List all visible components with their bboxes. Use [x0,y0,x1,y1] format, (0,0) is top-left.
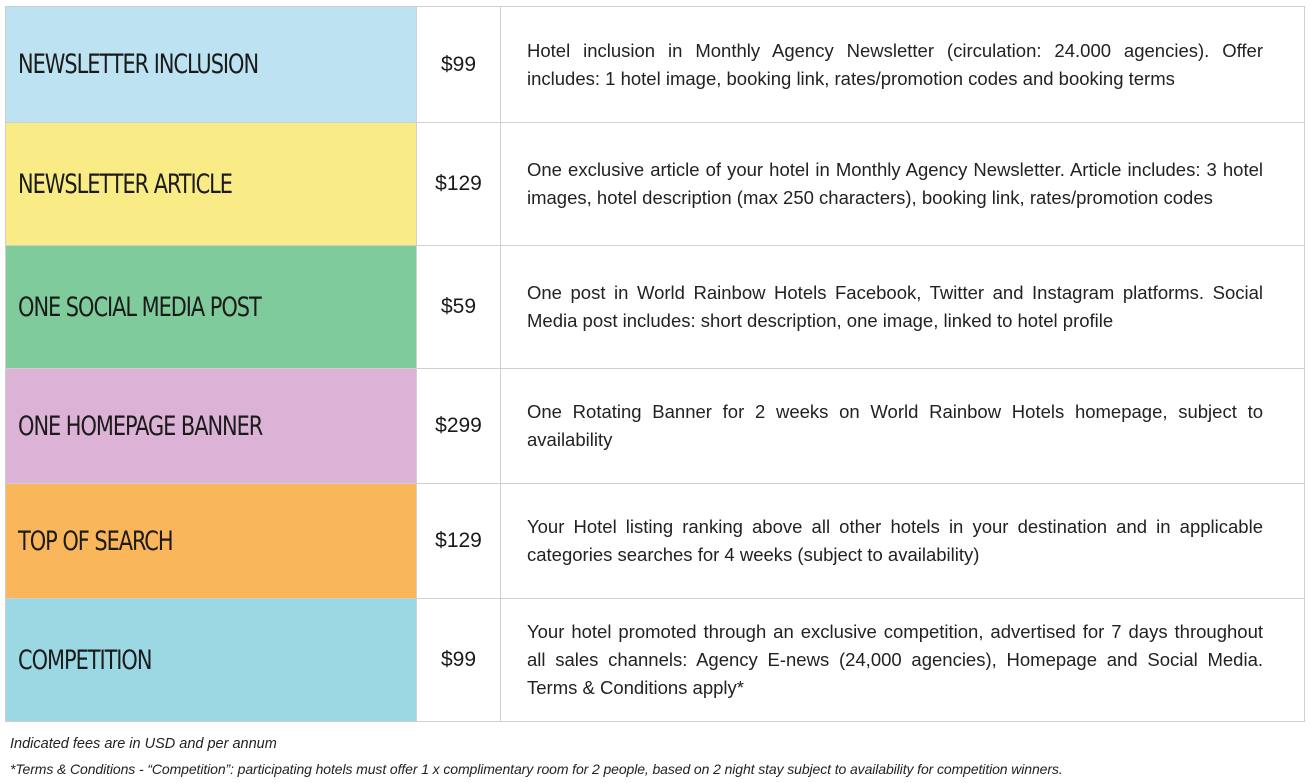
service-description: One Rotating Banner for 2 weeks on World… [500,368,1305,484]
service-name: NEWSLETTER INCLUSION [18,49,259,80]
row-name-cell: NEWSLETTER ARTICLE [5,122,417,246]
service-name: COMPETITION [18,644,152,676]
footnotes: Indicated fees are in USD and per annum … [10,733,1063,783]
table-row: ONE SOCIAL MEDIA POST $59 One post in Wo… [5,245,1305,369]
table-row: ONE HOMEPAGE BANNER $299 One Rotating Ba… [5,368,1305,484]
table-row: COMPETITION $99 Your hotel promoted thro… [5,598,1305,722]
service-description: Your hotel promoted through an exclusive… [500,598,1305,722]
terms-note: *Terms & Conditions - “Competition”: par… [10,761,1063,777]
row-name-cell: TOP OF SEARCH [5,483,417,599]
service-price: $99 [416,6,501,123]
service-price: $99 [416,598,501,722]
service-price: $59 [416,245,501,369]
row-name-cell: COMPETITION [5,598,417,722]
fees-note: Indicated fees are in USD and per annum [10,736,277,752]
table-row: TOP OF SEARCH $129 Your Hotel listing ra… [5,483,1305,599]
service-description: Your Hotel listing ranking above all oth… [500,483,1305,599]
service-description: One exclusive article of your hotel in M… [500,122,1305,246]
service-name: TOP OF SEARCH [18,525,174,557]
service-description: One post in World Rainbow Hotels Faceboo… [500,245,1305,369]
row-name-cell: NEWSLETTER INCLUSION [5,6,417,123]
table-row: NEWSLETTER INCLUSION $99 Hotel inclusion… [5,6,1305,123]
service-name: ONE SOCIAL MEDIA POST [18,291,262,323]
service-name: NEWSLETTER ARTICLE [18,168,233,200]
pricing-table: NEWSLETTER INCLUSION $99 Hotel inclusion… [5,6,1305,722]
service-price: $299 [416,368,501,484]
service-name: ONE HOMEPAGE BANNER [18,410,263,442]
service-price: $129 [416,122,501,246]
row-name-cell: ONE SOCIAL MEDIA POST [5,245,417,369]
row-name-cell: ONE HOMEPAGE BANNER [5,368,417,484]
service-price: $129 [416,483,501,599]
table-row: NEWSLETTER ARTICLE $129 One exclusive ar… [5,122,1305,246]
service-description: Hotel inclusion in Monthly Agency Newsle… [500,6,1305,123]
